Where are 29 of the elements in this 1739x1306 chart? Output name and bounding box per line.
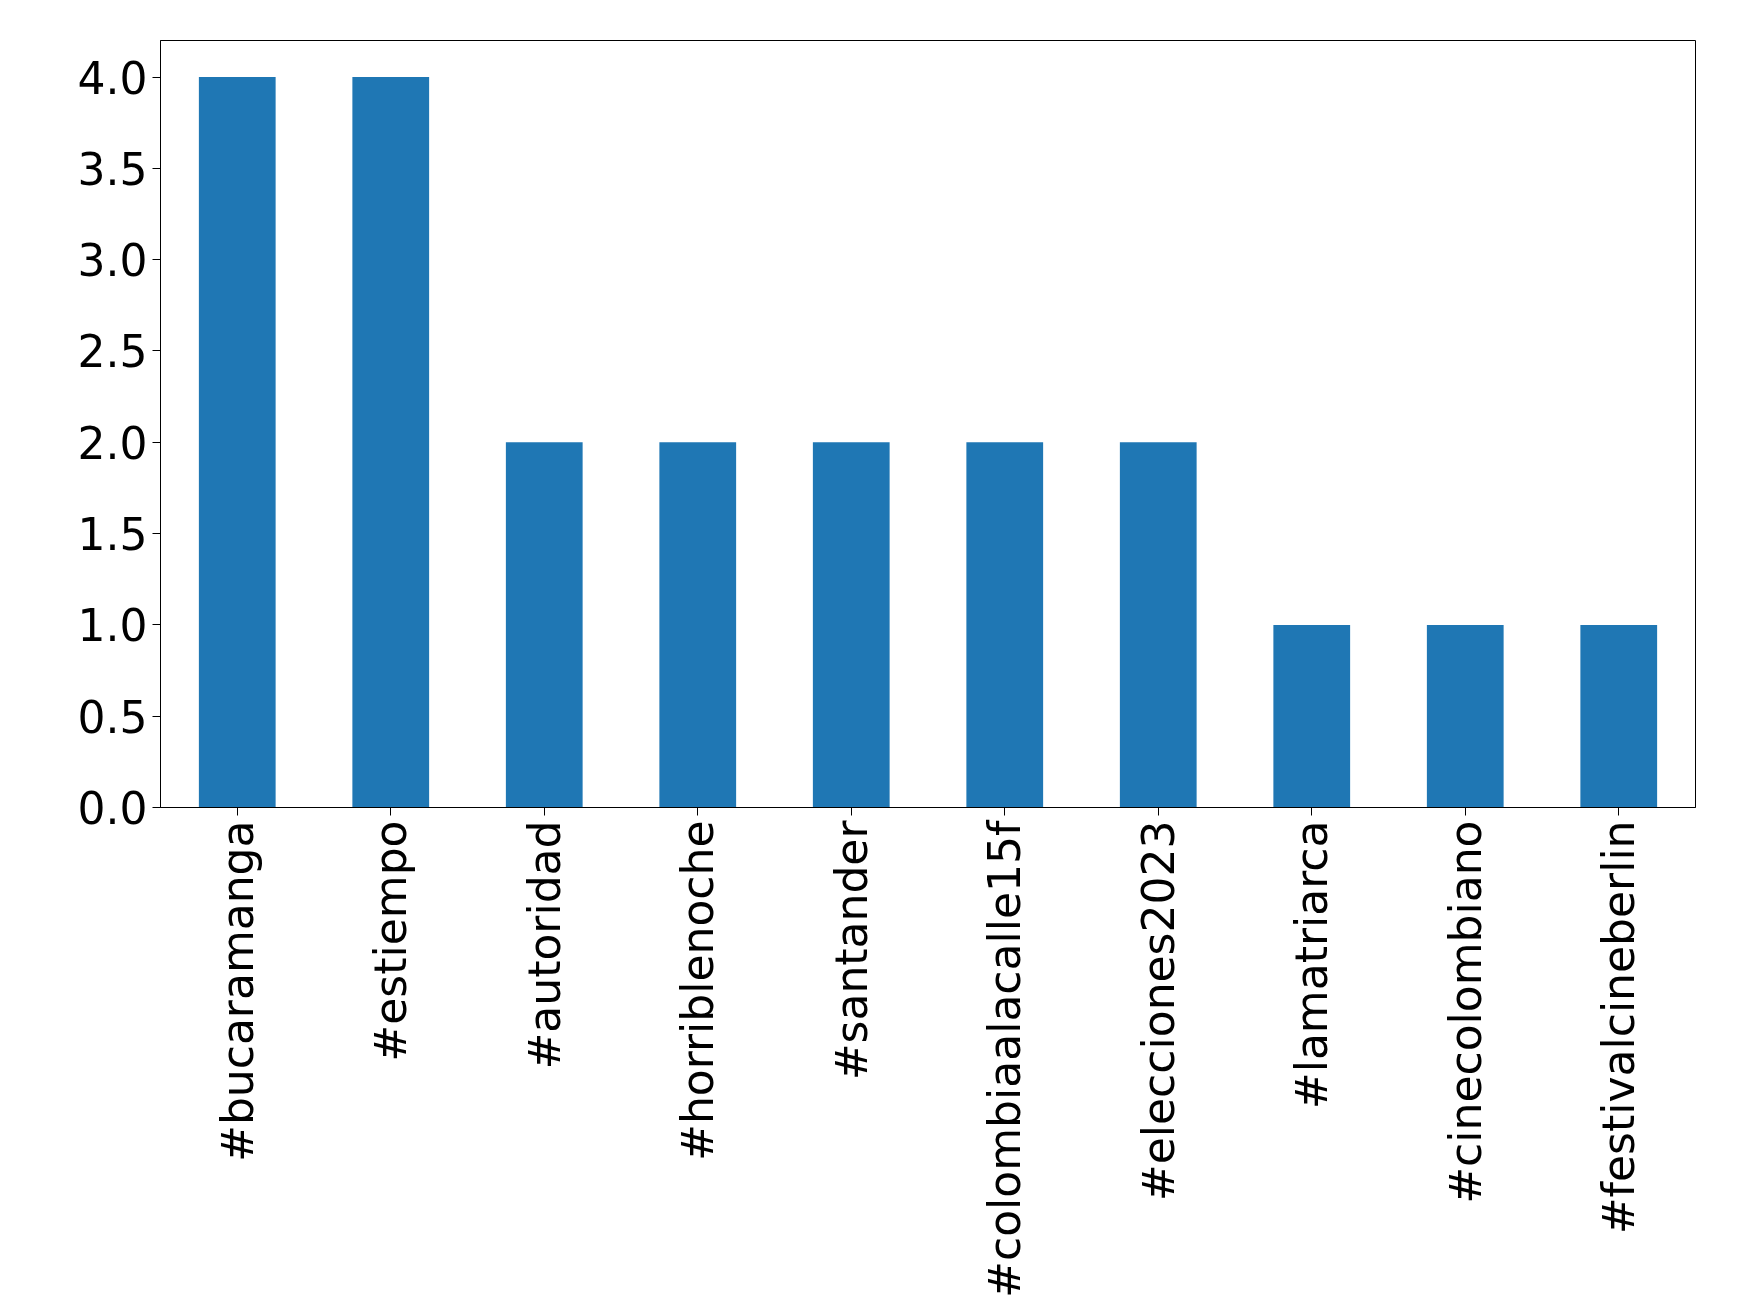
y-tick-label: 1.5	[77, 509, 148, 561]
x-tick-label: #cinecolombiano	[1439, 820, 1491, 1204]
x-tick-label: #festivalcineberlin	[1593, 820, 1645, 1235]
x-tick-label: #horriblenoche	[672, 820, 724, 1161]
y-tick-label: 1.0	[77, 600, 148, 652]
y-tick-label: 4.0	[77, 52, 148, 104]
bar	[1426, 624, 1504, 808]
x-tick-label: #autoridad	[518, 820, 570, 1070]
bar	[966, 442, 1044, 808]
y-tick-label: 0.5	[77, 691, 148, 743]
x-tick-label: #santander	[825, 819, 877, 1081]
y-tick-label: 2.0	[77, 417, 148, 469]
x-tick-label: #lamatriarca	[1286, 820, 1338, 1110]
y-tick-label: 0.0	[77, 783, 148, 834]
x-tick-label: #bucaramanga	[211, 820, 263, 1162]
bar	[505, 442, 583, 808]
x-tick-label: #colombiaalacalle15f	[979, 818, 1031, 1298]
bar	[1273, 624, 1351, 808]
bar	[198, 77, 276, 808]
bar	[812, 442, 890, 808]
x-tick-label: #estiempo	[365, 820, 417, 1062]
bar	[659, 442, 737, 808]
bar	[1580, 624, 1658, 808]
y-tick-label: 2.5	[77, 326, 148, 378]
x-tick-label: #elecciones2023	[1132, 820, 1184, 1202]
y-tick-label: 3.0	[77, 235, 148, 287]
bar	[352, 77, 430, 808]
bar	[1119, 442, 1197, 808]
y-tick-label: 3.5	[77, 143, 148, 195]
